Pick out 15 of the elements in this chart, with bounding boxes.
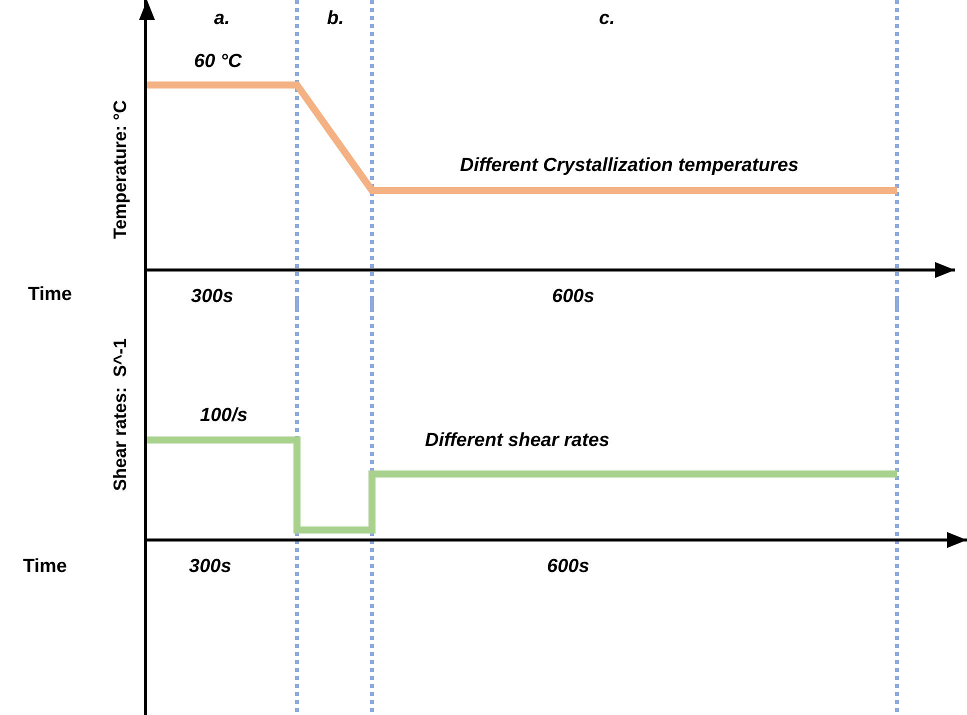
text: a. bbox=[214, 8, 230, 29]
text: b. bbox=[327, 8, 344, 29]
x-axis-title: Time bbox=[28, 284, 72, 305]
text: 600s bbox=[547, 556, 590, 577]
text: 300s bbox=[191, 286, 234, 307]
text: c. bbox=[599, 8, 615, 29]
text: 100/s bbox=[200, 405, 248, 426]
text: 300s bbox=[189, 556, 232, 577]
text: 60 °C bbox=[194, 51, 242, 72]
annotation: Different shear rates bbox=[425, 430, 610, 451]
x-axis-title: Time bbox=[23, 556, 68, 577]
text: 600s bbox=[552, 286, 594, 307]
annotation: Different Crystallization temperatures bbox=[460, 155, 799, 176]
y-axis-title: Shear rates: S^-1 bbox=[110, 338, 130, 491]
y-axis-title: Temperature: °C bbox=[110, 100, 130, 239]
